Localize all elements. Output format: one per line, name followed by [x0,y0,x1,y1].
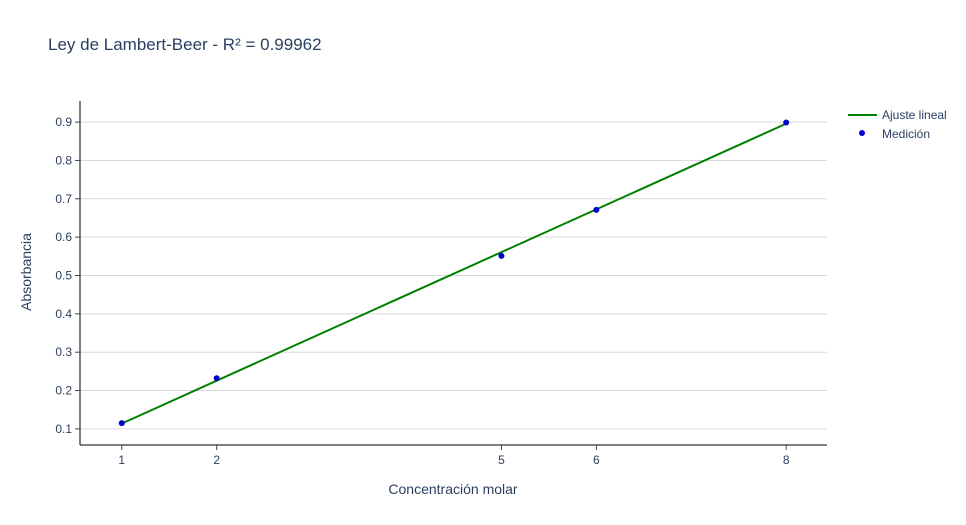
data-point[interactable] [593,206,600,213]
data-point[interactable] [498,252,505,259]
legend-marker-icon [859,130,865,136]
x-tick-label: 5 [498,453,505,467]
gridlines [80,121,827,430]
legend-item-measurement[interactable]: Medición [859,127,930,141]
x-tick-label: 2 [213,453,220,467]
plot-area [118,119,790,427]
y-axis-title: Absorbancia [18,233,34,311]
y-tick-label: 0.4 [55,307,72,321]
x-tick-label: 8 [783,453,790,467]
data-point[interactable] [118,420,125,427]
legend-label-fit: Ajuste lineal [882,108,947,122]
x-axis-title: Concentración molar [388,481,518,497]
y-tick-label: 0.2 [55,384,72,398]
legend: Ajuste lineal Medición [848,108,947,141]
data-point[interactable] [783,119,790,126]
legend-item-fit[interactable]: Ajuste lineal [848,108,947,122]
legend-label-measurement: Medición [882,127,930,141]
y-tick-label: 0.7 [55,192,72,206]
y-tick-label: 0.6 [55,230,72,244]
x-axis-ticks: 1 2 5 6 8 [118,445,790,467]
x-tick-label: 1 [118,453,125,467]
chart-title: Ley de Lambert-Beer - R² = 0.99962 [48,35,322,54]
y-tick-label: 0.3 [55,345,72,359]
y-tick-label: 0.8 [55,153,72,167]
y-tick-label: 0.9 [55,115,72,129]
axes [79,101,827,446]
data-point[interactable] [213,375,220,382]
y-axis-ticks: 0.1 0.2 0.3 0.4 0.5 0.6 0.7 0.8 0.9 [55,115,80,436]
x-tick-label: 6 [593,453,600,467]
y-tick-label: 0.5 [55,268,72,282]
y-tick-label: 0.1 [55,422,72,436]
fit-line[interactable] [121,122,787,425]
